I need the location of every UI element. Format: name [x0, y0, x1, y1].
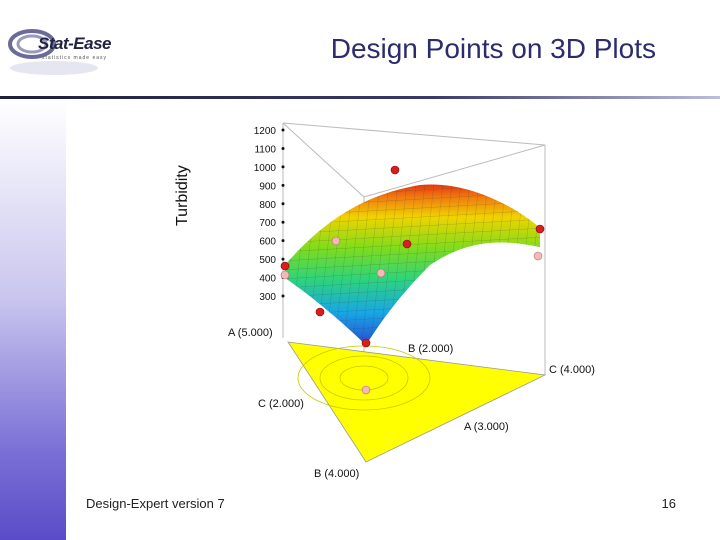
axis-label-b-top: B (2.000) — [408, 343, 453, 355]
z-tick-mark — [281, 165, 285, 169]
mesh-line — [513, 184, 535, 345]
design-points — [280, 165, 545, 395]
z-tick-label: 300 — [259, 292, 276, 303]
design-point — [280, 270, 290, 280]
design-point — [361, 338, 371, 348]
z-tick-mark — [281, 128, 285, 132]
z-tick-mark — [281, 257, 285, 261]
design-point — [315, 307, 325, 317]
mesh-line — [285, 317, 540, 334]
mesh-line — [360, 184, 382, 345]
mesh-line — [351, 184, 373, 345]
design-point — [402, 239, 412, 249]
mesh-line — [495, 184, 517, 345]
mesh-line — [285, 236, 540, 253]
mesh-line — [369, 184, 391, 345]
response-surface — [280, 165, 545, 345]
z-tick-label: 1200 — [254, 126, 277, 137]
z-tick-mark — [281, 239, 285, 243]
design-point — [280, 261, 290, 271]
page-number: 16 — [661, 496, 676, 511]
z-tick-label: 600 — [259, 237, 276, 248]
base-contours — [297, 345, 431, 411]
z-tick-mark — [281, 146, 285, 150]
z-axis-label: Turbidity — [174, 165, 191, 226]
axis-label-a-top: A (5.000) — [228, 327, 273, 339]
left-gradient-band — [0, 100, 66, 540]
axis-label-a-right: A (3.000) — [464, 421, 509, 433]
logo-tagline: statistics made easy — [42, 55, 108, 61]
axis-label-c-right: C (4.000) — [549, 364, 595, 376]
design-point — [390, 165, 400, 175]
mesh-line — [285, 227, 540, 244]
design-point — [533, 251, 543, 261]
design-point — [376, 268, 386, 278]
axis-label-b-bottom: B (4.000) — [314, 468, 359, 480]
z-tick-label: 1000 — [254, 163, 277, 174]
design-point — [535, 224, 545, 234]
axis-label-c-left: C (2.000) — [258, 398, 304, 410]
mesh-line — [504, 184, 526, 345]
z-tick-label: 400 — [259, 274, 276, 285]
design-point — [331, 236, 341, 246]
z-tick-label: 900 — [259, 181, 276, 192]
z-tick-mark — [281, 202, 285, 206]
mesh-line — [285, 326, 540, 343]
z-tick-label: 800 — [259, 200, 276, 211]
mesh-line — [531, 184, 540, 345]
mesh-line — [522, 184, 540, 345]
header-rule — [0, 96, 720, 99]
design-point — [361, 385, 371, 395]
mesh-line — [280, 165, 545, 180]
z-tick-label: 700 — [259, 218, 276, 229]
footer-version: Design-Expert version 7 — [86, 496, 225, 511]
stat-ease-logo — [8, 29, 98, 75]
mesh-line — [285, 218, 540, 235]
z-tick-mark — [281, 294, 285, 298]
z-tick-mark — [281, 183, 285, 187]
z-tick-label: 1100 — [254, 144, 276, 155]
logo-wordmark: Stat-Ease — [38, 34, 111, 53]
z-axis-ticks: 300 400 500 600 700 800 900 1000 1100 1200 — [254, 126, 285, 303]
z-tick-mark — [281, 220, 285, 224]
slide-title: Design Points on 3D Plots — [330, 33, 656, 64]
z-tick-label: 500 — [259, 255, 276, 266]
design-space-base — [287, 341, 547, 463]
